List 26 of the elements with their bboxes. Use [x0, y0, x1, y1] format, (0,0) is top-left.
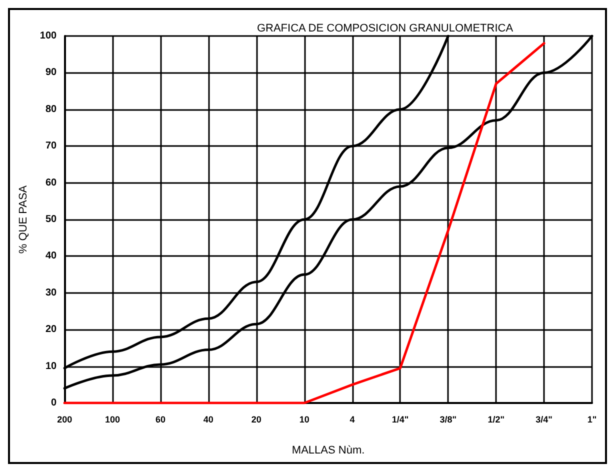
x-tick-label: 10 — [299, 414, 310, 424]
y-tick-label: 30 — [45, 287, 58, 298]
y-tick-label: 60 — [45, 177, 58, 188]
x-tick-label: 1/4" — [392, 414, 409, 424]
x-axis-title: MALLAS Nùm. — [292, 444, 365, 456]
y-tick-label: 40 — [45, 250, 58, 262]
y-tick-label: 80 — [45, 104, 58, 115]
x-tick-label: 100 — [105, 414, 120, 424]
chart-title: GRAFICA DE COMPOSICION GRANULOMETRICA — [256, 22, 514, 34]
x-tick-label: 4 — [350, 414, 355, 424]
x-tick-label: 1" — [587, 414, 597, 424]
y-tick-label: 10 — [45, 360, 58, 372]
y-tick-label: 0 — [51, 398, 58, 408]
x-tick-label: 3/4" — [536, 414, 552, 424]
x-tick-label: 20 — [251, 414, 262, 424]
x-tick-label: 3/8" — [440, 414, 457, 424]
x-tick-label: 1/2" — [488, 414, 504, 424]
y-tick-label: 100 — [40, 30, 58, 42]
x-tick-label: 60 — [155, 414, 166, 424]
x-tick-label: 40 — [203, 414, 214, 424]
y-axis-title: % QUE PASA — [18, 184, 30, 254]
y-tick-label: 50 — [45, 214, 58, 225]
x-tick-label: 200 — [57, 414, 72, 424]
y-tick-label: 90 — [45, 67, 58, 78]
y-tick-label: 20 — [45, 324, 58, 336]
y-tick-label: 70 — [45, 140, 58, 152]
